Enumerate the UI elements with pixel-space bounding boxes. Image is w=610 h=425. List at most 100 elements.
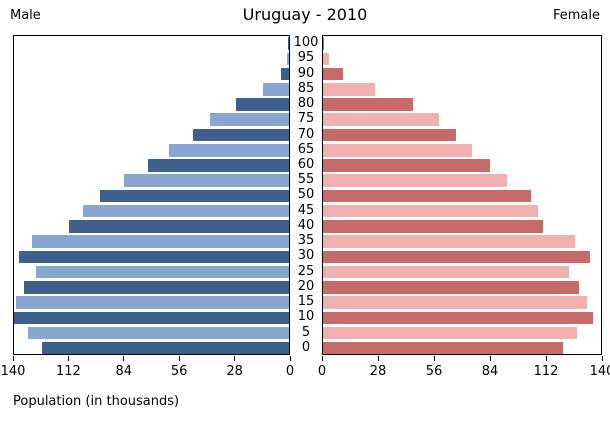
x-tick-label-56: 56	[425, 364, 443, 379]
female-row-age-50	[323, 188, 601, 203]
bar-female-age-70	[323, 128, 457, 142]
male-row-age-85	[14, 82, 289, 97]
age-tick-label-85: 85	[297, 80, 315, 96]
bar-male-age-80	[235, 98, 289, 111]
female-row-age-95	[323, 51, 601, 66]
female-row-age-20	[323, 280, 601, 295]
female-row-age-10	[323, 310, 601, 325]
age-tick-label-60: 60	[297, 156, 315, 172]
female-x-axis: 0 28 56 84 112 140	[318, 356, 610, 386]
age-tick-label-95: 95	[297, 50, 315, 66]
female-row-age-45	[323, 204, 601, 219]
x-tick-label-84: 84	[115, 364, 133, 379]
bar-female-age-5	[323, 326, 578, 340]
age-tick-label-75: 75	[297, 111, 315, 127]
male-row-age-40	[14, 219, 289, 234]
age-tick-label-0: 0	[301, 339, 311, 355]
bar-female-age-45	[323, 204, 539, 218]
bar-male-age-85	[263, 83, 289, 96]
age-tick-label-25: 25	[297, 263, 315, 279]
bar-male-age-30	[18, 250, 289, 264]
x-tick-mark	[123, 356, 125, 361]
age-tick-label-5: 5	[301, 324, 311, 340]
bar-male-age-15	[15, 296, 289, 309]
bar-male-age-70	[192, 128, 289, 142]
bar-female-age-0	[323, 342, 564, 354]
x-tick-mark	[12, 356, 14, 361]
male-row-age-70	[14, 127, 289, 142]
female-row-age-40	[323, 219, 601, 234]
bar-female-age-40	[323, 220, 544, 233]
female-row-age-25	[323, 265, 601, 280]
x-tick-label-84: 84	[481, 364, 499, 379]
x-tick-label-140: 140	[0, 364, 26, 379]
female-bars-panel	[322, 35, 602, 355]
age-tick-label-40: 40	[297, 217, 315, 233]
female-row-age-75	[323, 112, 601, 127]
bar-female-age-60	[323, 159, 490, 172]
x-tick-mark	[489, 356, 491, 361]
bar-female-age-65	[323, 143, 472, 157]
bar-female-age-55	[323, 174, 507, 188]
male-row-age-5	[14, 325, 289, 340]
bar-female-age-90	[323, 67, 343, 81]
bar-female-age-25	[323, 265, 570, 279]
male-row-age-55	[14, 173, 289, 188]
female-row-age-80	[323, 97, 601, 112]
bar-female-age-35	[323, 235, 576, 248]
female-row-age-5	[323, 325, 601, 340]
age-tick-label-90: 90	[297, 65, 315, 81]
male-row-age-45	[14, 204, 289, 219]
female-row-age-35	[323, 234, 601, 249]
male-row-age-15	[14, 295, 289, 310]
male-side-label: Male	[10, 8, 41, 23]
male-row-age-90	[14, 66, 289, 81]
female-row-age-55	[323, 173, 601, 188]
x-tick-mark	[289, 356, 291, 361]
bar-female-age-15	[323, 296, 588, 309]
female-row-age-85	[323, 82, 601, 97]
male-row-age-25	[14, 265, 289, 280]
male-row-age-20	[14, 280, 289, 295]
female-row-age-100	[323, 36, 601, 51]
female-side-label: Female	[552, 8, 600, 23]
x-tick-label-28: 28	[369, 364, 387, 379]
age-tick-label-30: 30	[297, 248, 315, 264]
age-tick-label-55: 55	[297, 172, 315, 188]
x-tick-label-56: 56	[170, 364, 188, 379]
x-tick-mark	[545, 356, 547, 361]
x-tick-label-112: 112	[55, 364, 81, 379]
x-tick-mark	[601, 356, 603, 361]
age-axis: 100 95 90 85 80 75 70 65 60 55 50 45 40 35 30 25 20 15 10 5…	[290, 35, 322, 355]
bar-male-age-0	[41, 342, 289, 354]
bar-male-age-75	[210, 113, 289, 127]
age-tick-label-45: 45	[297, 202, 315, 218]
male-row-age-95	[14, 51, 289, 66]
female-row-age-30	[323, 249, 601, 264]
bar-female-age-30	[323, 250, 591, 264]
bar-male-age-20	[23, 281, 289, 294]
bar-male-age-60	[147, 159, 289, 172]
female-row-age-70	[323, 127, 601, 142]
bar-male-age-95	[287, 52, 289, 66]
x-tick-label-28: 28	[226, 364, 243, 379]
age-tick-label-100: 100	[293, 35, 319, 51]
age-tick-label-35: 35	[297, 233, 315, 249]
bar-female-age-75	[323, 113, 440, 127]
bar-male-age-90	[281, 67, 289, 81]
bar-male-age-55	[124, 174, 289, 188]
x-axis-title: Population (in thousands)	[13, 394, 180, 409]
bar-female-age-10	[323, 311, 594, 325]
x-tick-mark	[234, 356, 236, 361]
female-row-age-15	[323, 295, 601, 310]
bar-female-age-85	[323, 83, 375, 96]
male-row-age-50	[14, 188, 289, 203]
male-x-axis: 140 112 84 56 28 0	[1, 356, 294, 386]
bar-male-age-35	[31, 235, 289, 248]
x-tick-label-112: 112	[533, 364, 559, 379]
x-tick-label-0: 0	[317, 364, 327, 379]
female-row-age-65	[323, 143, 601, 158]
female-row-age-0	[323, 341, 601, 354]
age-tick-label-65: 65	[297, 141, 315, 157]
